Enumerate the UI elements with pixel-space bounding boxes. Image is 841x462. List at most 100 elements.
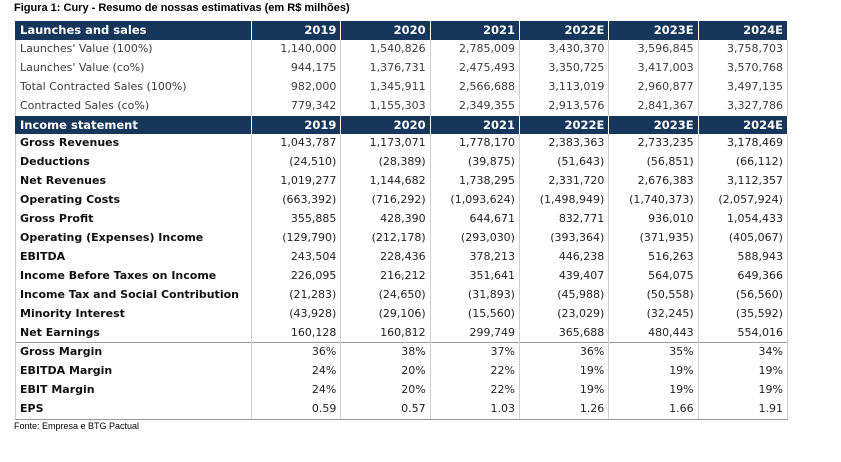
figure-title: Figura 1: Cury - Resumo de nossas estima… xyxy=(14,2,350,14)
value-cell: (32,245) xyxy=(608,304,699,324)
launches-sales-header-row: Launches and sales 2019 2020 2021 2022E 2023E… xyxy=(15,21,788,40)
value-cell: 439,407 xyxy=(519,266,610,286)
value-cell: 1.91 xyxy=(698,400,788,421)
value-cell: 160,128 xyxy=(251,323,342,343)
value-cell: 3,417,003 xyxy=(608,58,699,78)
row-label: EBIT Margin xyxy=(15,381,252,401)
row-label: Minority Interest xyxy=(15,304,252,324)
value-cell: 365,688 xyxy=(519,323,610,343)
row-label: Income Tax and Social Contribution xyxy=(15,285,252,305)
section-title: Launches and sales xyxy=(15,21,252,40)
value-cell: (31,893) xyxy=(430,285,520,305)
value-cell: (43,928) xyxy=(251,304,342,324)
value-cell: 588,943 xyxy=(698,247,788,267)
table-row: Operating (Expenses) Income (129,790) (212… xyxy=(15,228,788,248)
value-cell: 35% xyxy=(608,342,699,363)
row-label: Net Earnings xyxy=(15,323,252,343)
value-cell: 24% xyxy=(251,362,342,382)
value-cell: (24,510) xyxy=(251,153,342,173)
value-cell: 1.66 xyxy=(608,400,699,421)
value-cell: (405,067) xyxy=(698,228,788,248)
value-cell: 24% xyxy=(251,381,342,401)
value-cell: 428,390 xyxy=(340,210,431,229)
table-row: Launches' Value (100%) 1,140,000 1,540,826… xyxy=(15,39,788,59)
value-cell: 351,641 xyxy=(430,266,520,286)
row-label: Income Before Taxes on Income xyxy=(15,266,252,286)
value-cell: (51,643) xyxy=(519,153,610,173)
value-cell: 1,043,787 xyxy=(251,134,342,154)
year-header: 2024E xyxy=(698,21,788,40)
value-cell: 1,778,170 xyxy=(430,134,520,154)
table-row: EBIT Margin 24% 20% 22% 19% 19% 19% xyxy=(15,381,788,401)
value-cell: 37% xyxy=(430,342,520,363)
value-cell: (45,988) xyxy=(519,285,610,305)
value-cell: 378,213 xyxy=(430,247,520,267)
value-cell: 228,436 xyxy=(340,247,431,267)
year-header: 2020 xyxy=(340,21,431,40)
year-header: 2024E xyxy=(698,115,788,135)
table-row: Deductions (24,510) (28,389) (39,875) (51,64… xyxy=(15,153,788,173)
value-cell: (716,292) xyxy=(340,191,431,211)
value-cell: 20% xyxy=(340,381,431,401)
value-cell: 19% xyxy=(698,381,788,401)
row-label: EBITDA Margin xyxy=(15,362,252,382)
value-cell: 832,771 xyxy=(519,210,610,229)
row-label: Operating Costs xyxy=(15,191,252,211)
value-cell: 20% xyxy=(340,362,431,382)
value-cell: 22% xyxy=(430,381,520,401)
table-row: Net Earnings 160,128 160,812 299,749 365,688… xyxy=(15,323,788,343)
row-label: Operating (Expenses) Income xyxy=(15,228,252,248)
value-cell: (56,560) xyxy=(698,285,788,305)
value-cell: 38% xyxy=(340,342,431,363)
value-cell: 2,913,576 xyxy=(519,96,610,116)
value-cell: (1,093,624) xyxy=(430,191,520,211)
value-cell: 649,366 xyxy=(698,266,788,286)
value-cell: (129,790) xyxy=(251,228,342,248)
value-cell: 3,327,786 xyxy=(698,96,788,116)
table-row: Gross Profit 355,885 428,390 644,671 832,771… xyxy=(15,210,788,229)
value-cell: (371,935) xyxy=(608,228,699,248)
value-cell: (66,112) xyxy=(698,153,788,173)
value-cell: 1.03 xyxy=(430,400,520,421)
value-cell: 216,212 xyxy=(340,266,431,286)
value-cell: 3,178,469 xyxy=(698,134,788,154)
value-cell: 480,443 xyxy=(608,323,699,343)
table-row: EBITDA 243,504 228,436 378,213 446,238 516,26… xyxy=(15,247,788,267)
value-cell: (50,558) xyxy=(608,285,699,305)
value-cell: 982,000 xyxy=(251,77,342,97)
value-cell: 3,113,019 xyxy=(519,77,610,97)
value-cell: 446,238 xyxy=(519,247,610,267)
value-cell: (1,498,949) xyxy=(519,191,610,211)
section-title: Income statement xyxy=(15,115,252,135)
estimates-table: Launches and sales 2019 2020 2021 2022E 2023E… xyxy=(15,21,788,421)
row-label: Deductions xyxy=(15,153,252,173)
value-cell: 554,016 xyxy=(698,323,788,343)
value-cell: 2,733,235 xyxy=(608,134,699,154)
row-label: Contracted Sales (co%) xyxy=(15,96,252,116)
value-cell: 19% xyxy=(608,381,699,401)
value-cell: (21,283) xyxy=(251,285,342,305)
row-label: Launches' Value (co%) xyxy=(15,58,252,78)
value-cell: 2,349,355 xyxy=(430,96,520,116)
value-cell: 2,676,383 xyxy=(608,172,699,192)
value-cell: 19% xyxy=(698,362,788,382)
value-cell: 0.57 xyxy=(340,400,431,421)
value-cell: 3,596,845 xyxy=(608,39,699,59)
value-cell: 226,095 xyxy=(251,266,342,286)
value-cell: 564,075 xyxy=(608,266,699,286)
value-cell: 1,345,911 xyxy=(340,77,431,97)
value-cell: 3,497,135 xyxy=(698,77,788,97)
table-row: Launches' Value (co%) 944,175 1,376,731 2,4… xyxy=(15,58,788,78)
row-label: EBITDA xyxy=(15,247,252,267)
value-cell: 2,331,720 xyxy=(519,172,610,192)
year-header: 2022E xyxy=(519,21,610,40)
row-label: Gross Profit xyxy=(15,210,252,229)
value-cell: (56,851) xyxy=(608,153,699,173)
year-header: 2021 xyxy=(430,21,520,40)
value-cell: 1,140,000 xyxy=(251,39,342,59)
value-cell: (393,364) xyxy=(519,228,610,248)
row-label: Gross Revenues xyxy=(15,134,252,154)
value-cell: 2,383,363 xyxy=(519,134,610,154)
table-row: Income Before Taxes on Income 226,095 216,… xyxy=(15,266,788,286)
row-label: EPS xyxy=(15,400,252,421)
